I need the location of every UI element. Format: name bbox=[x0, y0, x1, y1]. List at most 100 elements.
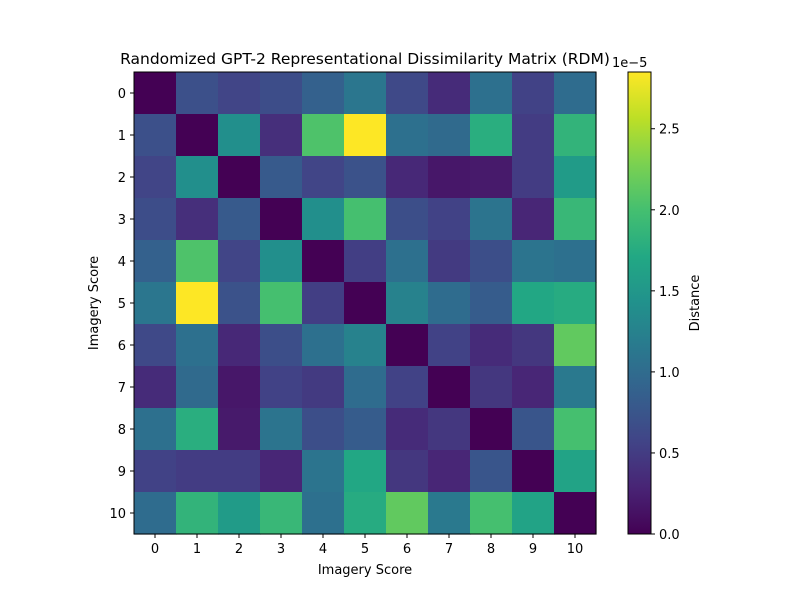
heatmap-cell bbox=[512, 240, 555, 283]
heatmap-cell bbox=[470, 366, 513, 409]
heatmap-cell bbox=[176, 240, 219, 283]
chart-title: Randomized GPT-2 Representational Dissim… bbox=[120, 50, 610, 68]
x-tick-label: 0 bbox=[151, 542, 159, 557]
heatmap-cell bbox=[344, 408, 387, 451]
heatmap-cell bbox=[134, 450, 177, 493]
heatmap-cell bbox=[218, 366, 261, 409]
y-tick-label: 8 bbox=[118, 423, 126, 438]
heatmap-cell bbox=[554, 198, 597, 241]
heatmap-cell bbox=[428, 198, 471, 241]
heatmap-cell bbox=[554, 240, 597, 283]
heatmap-cell bbox=[428, 408, 471, 451]
heatmap-cell bbox=[386, 240, 429, 283]
heatmap-cell bbox=[344, 156, 387, 199]
x-tick-label: 9 bbox=[529, 542, 537, 557]
heatmap-cell bbox=[302, 240, 345, 283]
heatmap-cell bbox=[428, 72, 471, 115]
x-tick-label: 8 bbox=[487, 542, 495, 557]
heatmap-cell bbox=[512, 198, 555, 241]
heatmap-cell bbox=[260, 156, 303, 199]
heatmap-cell bbox=[260, 114, 303, 157]
heatmap-cell bbox=[218, 114, 261, 157]
heatmap-cell bbox=[386, 156, 429, 199]
heatmap-cell bbox=[512, 282, 555, 325]
heatmap-cell bbox=[344, 324, 387, 367]
colorbar-tick-label: 0.5 bbox=[659, 447, 680, 462]
colorbar-tick-label: 2.0 bbox=[659, 204, 680, 219]
heatmap-cell bbox=[134, 324, 177, 367]
heatmap-cell bbox=[512, 156, 555, 199]
y-axis-ticks: 0 1 2 3 4 5 6 7 8 9 10 bbox=[109, 87, 134, 522]
heatmap-cell bbox=[134, 408, 177, 451]
y-tick-label: 0 bbox=[118, 87, 126, 102]
heatmap-cell bbox=[470, 198, 513, 241]
heatmap-cell bbox=[386, 492, 429, 535]
heatmap-cell bbox=[344, 282, 387, 325]
heatmap-cell bbox=[302, 114, 345, 157]
colorbar-ticks: 0.0 0.5 1.0 1.5 2.0 2.5 bbox=[651, 123, 680, 543]
heatmap-cell bbox=[386, 450, 429, 493]
heatmap-cell bbox=[260, 282, 303, 325]
heatmap-cell bbox=[134, 492, 177, 535]
heatmap-cell bbox=[176, 198, 219, 241]
heatmap-cell bbox=[344, 492, 387, 535]
heatmap-cell bbox=[260, 450, 303, 493]
heatmap-cell bbox=[176, 366, 219, 409]
heatmap-cell bbox=[470, 114, 513, 157]
x-tick-label: 6 bbox=[403, 542, 411, 557]
heatmap-cell bbox=[512, 324, 555, 367]
heatmap-cell bbox=[470, 240, 513, 283]
colorbar-tick-label: 1.5 bbox=[659, 285, 680, 300]
heatmap-cell bbox=[218, 240, 261, 283]
heatmap-cell bbox=[428, 156, 471, 199]
colorbar-tick-label: 1.0 bbox=[659, 366, 680, 381]
heatmap-cell bbox=[428, 366, 471, 409]
x-tick-label: 3 bbox=[277, 542, 285, 557]
heatmap-cell bbox=[176, 72, 219, 115]
x-tick-label: 5 bbox=[361, 542, 369, 557]
x-tick-label: 4 bbox=[319, 542, 327, 557]
heatmap-cell bbox=[134, 72, 177, 115]
heatmap-cell bbox=[218, 72, 261, 115]
heatmap-cell bbox=[260, 408, 303, 451]
heatmap-cell bbox=[218, 156, 261, 199]
colorbar bbox=[627, 71, 652, 535]
heatmap-cell bbox=[386, 324, 429, 367]
heatmap-cell bbox=[554, 408, 597, 451]
heatmap-cell bbox=[512, 366, 555, 409]
heatmap-cell bbox=[428, 492, 471, 535]
y-tick-label: 7 bbox=[118, 381, 126, 396]
heatmap-cell bbox=[134, 156, 177, 199]
heatmap-cell bbox=[134, 114, 177, 157]
heatmap-cell bbox=[218, 408, 261, 451]
heatmap-cell bbox=[428, 450, 471, 493]
heatmap-cell bbox=[260, 492, 303, 535]
heatmap-cell bbox=[302, 408, 345, 451]
heatmap-cell bbox=[554, 492, 597, 535]
x-axis-label: Imagery Score bbox=[318, 563, 412, 578]
heatmap-cell bbox=[344, 198, 387, 241]
colorbar-label: Distance bbox=[688, 275, 703, 332]
x-tick-label: 10 bbox=[567, 542, 584, 557]
heatmap-cell bbox=[260, 324, 303, 367]
y-tick-label: 9 bbox=[118, 465, 126, 480]
heatmap-cell bbox=[344, 114, 387, 157]
colorbar-tick-label: 0.0 bbox=[659, 528, 680, 543]
heatmap-cell bbox=[386, 72, 429, 115]
heatmap-cell bbox=[428, 282, 471, 325]
heatmap-cell bbox=[470, 408, 513, 451]
heatmap-cell bbox=[260, 72, 303, 115]
heatmap-cell bbox=[386, 282, 429, 325]
y-tick-label: 3 bbox=[118, 213, 126, 228]
heatmap-cell bbox=[134, 240, 177, 283]
heatmap-cell bbox=[344, 72, 387, 115]
x-tick-label: 7 bbox=[445, 542, 453, 557]
heatmap-cell bbox=[428, 114, 471, 157]
heatmap-cell bbox=[176, 492, 219, 535]
y-tick-label: 5 bbox=[118, 297, 126, 312]
heatmap-cell bbox=[470, 492, 513, 535]
heatmap-cell bbox=[176, 114, 219, 157]
heatmap bbox=[134, 72, 597, 535]
heatmap-cell bbox=[302, 72, 345, 115]
heatmap-cell bbox=[176, 450, 219, 493]
